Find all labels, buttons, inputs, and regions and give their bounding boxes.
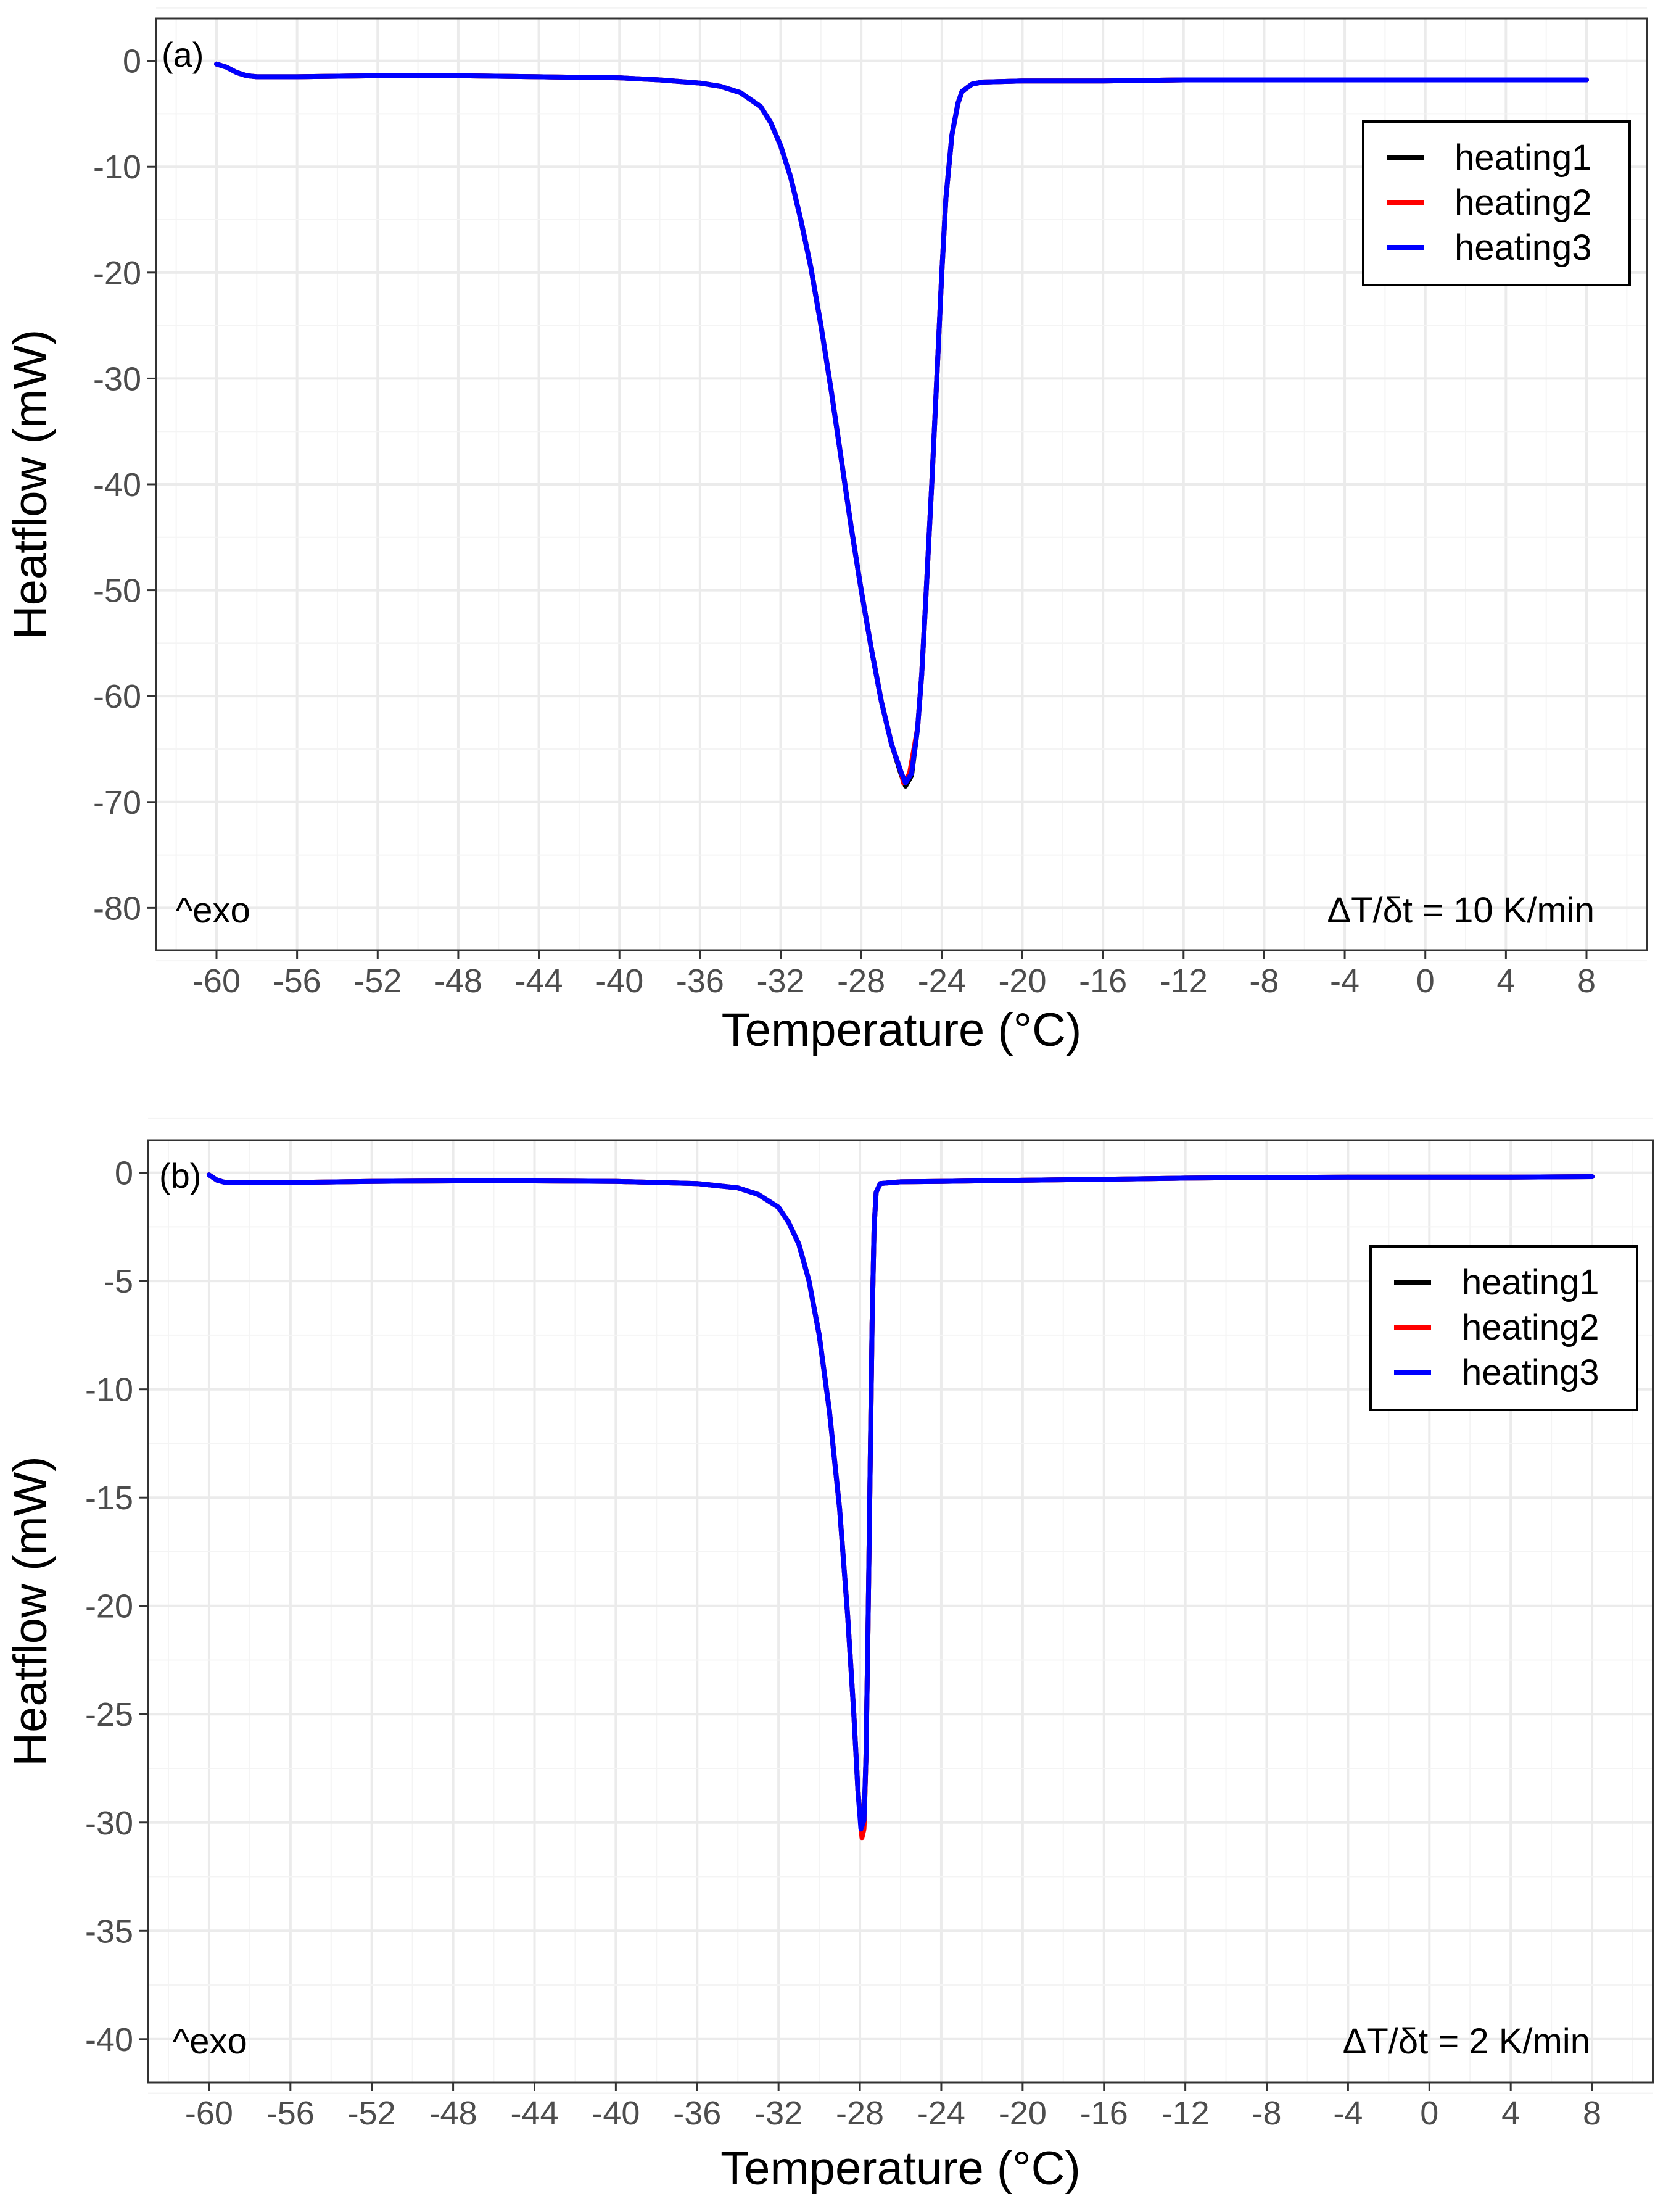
y-tick-label: -70 xyxy=(93,784,141,821)
x-tick-label: -8 xyxy=(1249,963,1279,1000)
x-tick-label: 0 xyxy=(1420,2095,1438,2132)
rate-annotation: ΔT/δt = 10 K/min xyxy=(1327,890,1595,930)
panel-label: (b) xyxy=(159,1156,201,1195)
y-tick-label: -15 xyxy=(85,1480,133,1517)
x-tick-label: -60 xyxy=(192,963,241,1000)
x-tick-label: -40 xyxy=(595,963,643,1000)
x-tick-label: 8 xyxy=(1577,963,1596,1000)
y-tick-label: -30 xyxy=(85,1805,133,1842)
x-tick-label: 4 xyxy=(1496,963,1515,1000)
series-line-heating3 xyxy=(206,1172,1595,1832)
legend-label: heating2 xyxy=(1462,1307,1599,1348)
y-tick-label: -10 xyxy=(93,149,141,186)
rate-annotation: ΔT/δt = 2 K/min xyxy=(1343,2021,1590,2061)
x-tick-label: -12 xyxy=(1161,2095,1210,2132)
x-tick-label: -8 xyxy=(1252,2095,1282,2132)
y-tick-label: -50 xyxy=(93,573,141,610)
x-tick-label: -4 xyxy=(1330,963,1359,1000)
x-tick-label: -28 xyxy=(836,2095,884,2132)
x-tick-label: -36 xyxy=(676,963,724,1000)
grid xyxy=(156,7,1647,962)
x-tick-label: -44 xyxy=(510,2095,558,2132)
y-tick-label: -20 xyxy=(85,1588,133,1625)
y-tick-label: -40 xyxy=(85,2021,133,2058)
legend: heating1 heating2 heating3 xyxy=(1362,120,1631,286)
x-axis-title: Temperature (°C) xyxy=(720,2142,1081,2195)
y-tick-label: 0 xyxy=(115,1155,133,1192)
y-tick-label: -60 xyxy=(93,678,141,715)
x-tick-label: -36 xyxy=(673,2095,721,2132)
x-tick-label: 0 xyxy=(1416,963,1435,1000)
x-tick-label: -28 xyxy=(837,963,885,1000)
y-tick-label: 0 xyxy=(123,43,141,80)
y-tick-label: -25 xyxy=(85,1696,133,1733)
panel-a: -60 -56 -52 -48 -44 -40 -36 -32 -28 -24 -20 -16 -12-… xyxy=(4,7,1648,1056)
panel-label: (a) xyxy=(162,35,204,74)
x-tick-label: -32 xyxy=(754,2095,802,2132)
x-tick-label: -56 xyxy=(266,2095,315,2132)
y-axis-title: Heatflow (mW) xyxy=(4,329,57,639)
x-tick-label: -20 xyxy=(999,2095,1047,2132)
legend-label: heating1 xyxy=(1462,1262,1599,1303)
legend-label: heating1 xyxy=(1454,138,1592,178)
x-tick-label: 8 xyxy=(1583,2095,1601,2132)
y-tick-label: -40 xyxy=(93,466,141,503)
x-tick-label: -56 xyxy=(273,963,321,1000)
series-line-heating3 xyxy=(214,61,1589,785)
legend-label: heating3 xyxy=(1454,228,1592,268)
y-tick-label: -10 xyxy=(85,1372,133,1409)
y-axis-title: Heatflow (mW) xyxy=(4,1456,57,1766)
x-axis-title: Temperature (°C) xyxy=(722,1004,1082,1056)
x-tick-label: -12 xyxy=(1160,963,1208,1000)
x-tick-label: -40 xyxy=(592,2095,640,2132)
y-tick-label: -30 xyxy=(93,360,141,397)
y-tick-label: -20 xyxy=(93,255,141,292)
x-tick-label: -48 xyxy=(434,963,482,1000)
panel-border xyxy=(147,1139,1654,2084)
y-tick-label: -35 xyxy=(85,1913,133,1950)
x-tick-label: -24 xyxy=(917,2095,965,2132)
legend-label: heating2 xyxy=(1454,183,1592,223)
exo-annotation: ^exo xyxy=(176,890,250,930)
y-tick-label: -80 xyxy=(93,890,141,927)
y-tick-label: -5 xyxy=(104,1263,133,1300)
x-tick-label: -48 xyxy=(429,2095,477,2132)
x-tick-label: -16 xyxy=(1080,2095,1128,2132)
exo-annotation: ^exo xyxy=(173,2021,247,2061)
x-tick-label: -4 xyxy=(1333,2095,1363,2132)
grid xyxy=(148,1117,1653,2094)
panel-b: -60 -56 -52 -48 -44 -40 -36 -32 -28 -24 -20 -16 -12-… xyxy=(4,1117,1654,2195)
x-tick-label: -20 xyxy=(998,963,1046,1000)
x-tick-label: -52 xyxy=(353,963,402,1000)
x-tick-label: -52 xyxy=(348,2095,396,2132)
x-tick-label: -60 xyxy=(185,2095,233,2132)
x-tick-label: -32 xyxy=(757,963,805,1000)
x-tick-label: -16 xyxy=(1079,963,1127,1000)
x-tick-label: -44 xyxy=(515,963,563,1000)
legend-label: heating3 xyxy=(1462,1352,1599,1393)
x-tick-label: -24 xyxy=(918,963,966,1000)
x-tick-label: 4 xyxy=(1501,2095,1520,2132)
